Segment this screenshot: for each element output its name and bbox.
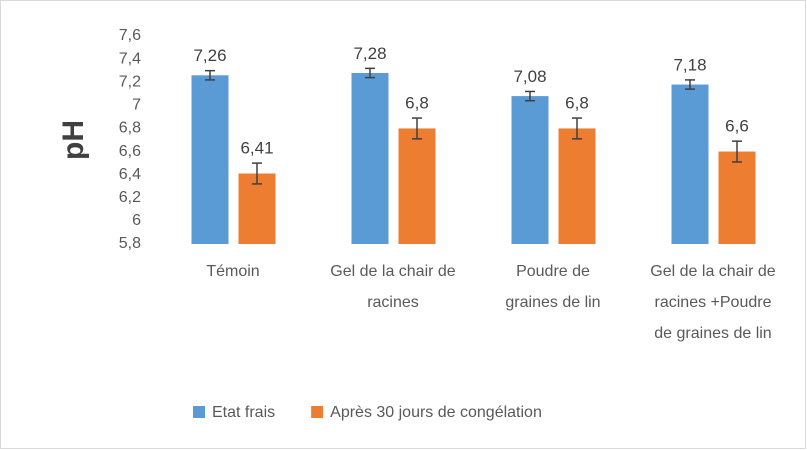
data-label: 7,18 bbox=[673, 55, 706, 74]
bar bbox=[671, 84, 709, 245]
y-tick-label: 6,4 bbox=[119, 166, 141, 183]
x-tick-label: Gel de la chair de racines bbox=[330, 263, 456, 311]
x-tick-label: Témoin bbox=[206, 263, 259, 280]
y-tick-label: 6,8 bbox=[119, 120, 141, 137]
data-label: 6,8 bbox=[565, 94, 589, 113]
y-tick-label: 6,6 bbox=[119, 143, 141, 160]
legend-label: Après 30 jours de congélation bbox=[330, 404, 542, 421]
y-axis-label: pH bbox=[57, 120, 90, 160]
bar bbox=[398, 128, 436, 244]
data-label: 6,8 bbox=[405, 94, 429, 113]
data-label: 6,6 bbox=[725, 117, 749, 136]
data-label: 6,41 bbox=[240, 139, 273, 158]
bar bbox=[191, 75, 229, 245]
bar bbox=[511, 96, 549, 244]
data-label: 7,08 bbox=[513, 67, 546, 86]
data-label: 7,26 bbox=[193, 46, 226, 65]
bar bbox=[351, 72, 389, 244]
y-tick-label: 6 bbox=[132, 212, 141, 229]
y-tick-label: 7,6 bbox=[119, 27, 141, 44]
bar bbox=[558, 128, 596, 244]
legend-swatch bbox=[311, 406, 324, 418]
y-tick-label: 7 bbox=[132, 97, 141, 114]
y-tick-label: 5,8 bbox=[119, 235, 141, 252]
legend-label: Etat frais bbox=[212, 404, 275, 421]
bar bbox=[718, 151, 756, 244]
bar bbox=[238, 173, 276, 244]
y-tick-label: 7,4 bbox=[119, 50, 141, 67]
x-tick-label: Gel de la chair de racines +Poudre de grai… bbox=[650, 263, 776, 342]
legend-swatch bbox=[193, 406, 205, 418]
data-label: 7,28 bbox=[353, 44, 386, 63]
y-tick-label: 7,2 bbox=[119, 73, 141, 90]
y-tick-label: 6,2 bbox=[119, 189, 141, 206]
x-tick-label: Poudre de graines de lin bbox=[505, 263, 600, 311]
